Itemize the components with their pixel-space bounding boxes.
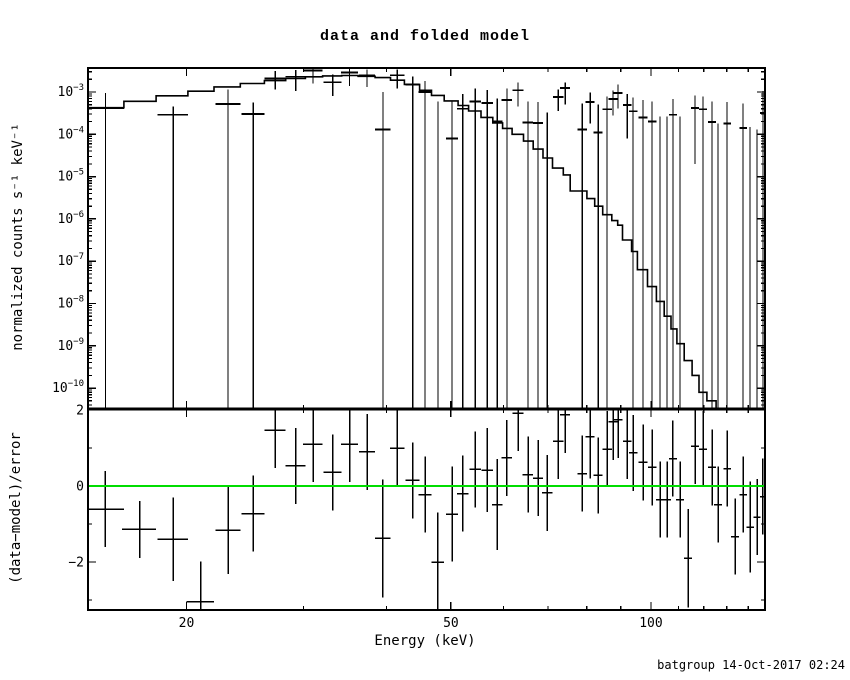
panel-frame [87,67,766,611]
svg-text:−2: −2 [68,556,84,571]
svg-text:10−3: 10−3 [58,83,85,100]
timestamp-label: batgroup 14-Oct-2017 02:24 [657,658,845,672]
svg-text:10−9: 10−9 [58,337,85,354]
svg-text:10−7: 10−7 [58,252,85,269]
svg-text:10−5: 10−5 [58,168,85,185]
svg-text:10−4: 10−4 [58,125,85,142]
svg-text:10−6: 10−6 [58,210,85,227]
axis-ticks: 20 50 10010−310−410−510−610−710−810−910−10… [52,68,765,631]
svg-text:0: 0 [76,480,84,495]
svg-text:50: 50 [443,616,459,631]
svg-text:100: 100 [639,616,662,631]
svg-text:20: 20 [179,616,195,631]
data-points [88,68,765,409]
svg-text:2: 2 [76,404,84,419]
model-histogram [88,74,717,409]
plot-title: data and folded model [319,28,531,45]
svg-text:10−8: 10−8 [58,295,85,312]
x-axis-label: Energy (keV) [374,633,476,649]
residual-points [88,409,765,610]
svg-text:10−10: 10−10 [52,379,84,396]
